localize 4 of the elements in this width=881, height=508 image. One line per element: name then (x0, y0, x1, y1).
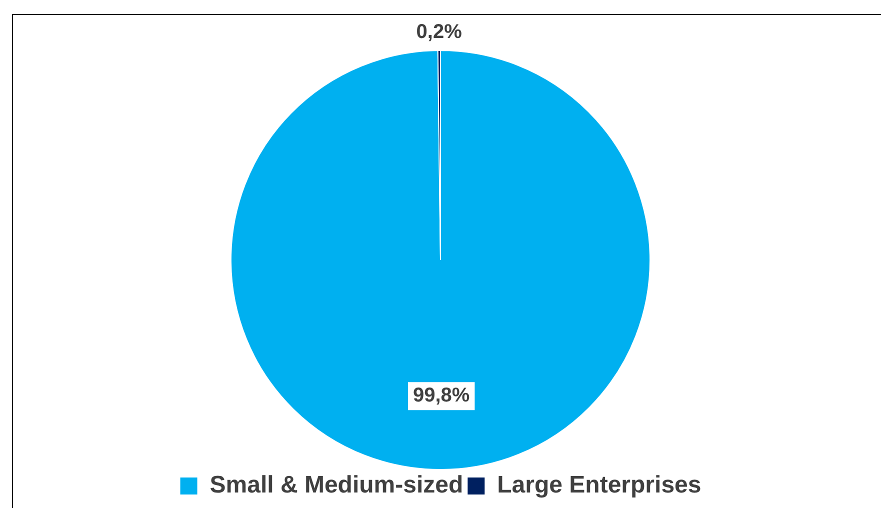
legend-label: Small & Medium-sized (210, 472, 464, 499)
legend-label: Large Enterprises (497, 472, 702, 499)
data-label: 99,8% (412, 384, 470, 407)
data-label: 0,2% (416, 21, 462, 44)
